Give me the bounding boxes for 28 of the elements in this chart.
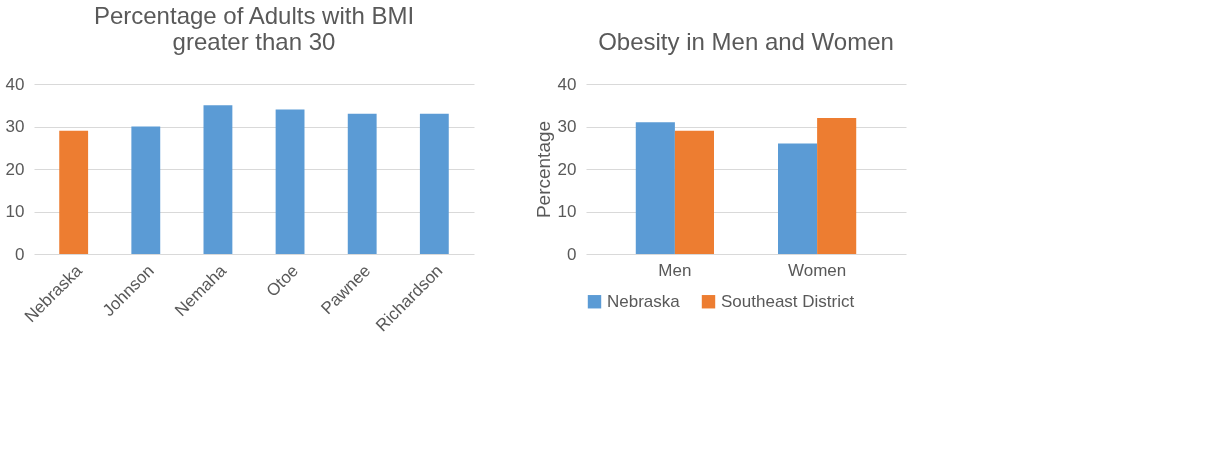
bar: [131, 126, 161, 254]
y-axis-title: Percentage: [532, 120, 554, 219]
y-tick-label: 30: [5, 117, 25, 136]
x-tick-label: Women: [787, 260, 847, 280]
bar: [275, 109, 305, 254]
chart-title: Obesity in Men and Women: [598, 28, 894, 55]
bar: [59, 130, 89, 254]
bar: [778, 143, 818, 254]
bar: [674, 130, 714, 254]
x-tick-label: Men: [658, 260, 692, 280]
text: greater than 30: [172, 28, 336, 55]
y-tick-label: 20: [5, 159, 25, 179]
y-tick-label: 20: [557, 159, 577, 179]
x-tick-label: Otoe: [262, 261, 303, 301]
bar: [347, 113, 377, 254]
bar: [203, 105, 233, 254]
legend-label: Southeast District: [721, 291, 855, 311]
text: Percentage of Adults with BMI: [93, 2, 415, 29]
y-tick-label: 40: [5, 74, 25, 94]
y-tick-label: 10: [5, 202, 25, 221]
y-tick-label: 10: [557, 202, 577, 221]
bar: [635, 122, 675, 254]
y-tick-label: 40: [557, 74, 577, 94]
bar: [817, 118, 857, 254]
y-tick-label: 0: [15, 244, 25, 264]
y-tick-label: 0: [567, 244, 577, 264]
y-tick-label: 30: [557, 117, 577, 136]
bar: [419, 113, 449, 254]
